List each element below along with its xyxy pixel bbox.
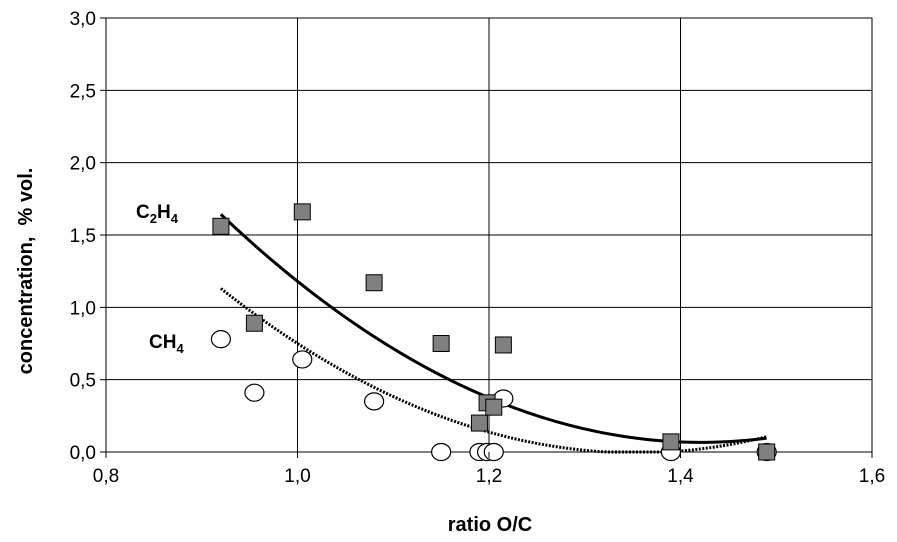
y-tick-labels: 0,0 0,5 1,0 1,5 2,0 2,5 3,0 <box>70 9 106 464</box>
series-label-c2h4: C2H4 <box>136 202 179 226</box>
x-tick-label-3: 1,4 <box>667 466 694 487</box>
grid <box>105 17 873 453</box>
y-tick-label-3: 1,5 <box>70 226 96 247</box>
x-axis-title: ratio O/C <box>448 514 532 536</box>
point-square-3 <box>365 274 383 292</box>
point-circle-0 <box>210 330 231 349</box>
x-tick-label-4: 1,6 <box>859 466 885 487</box>
point-circle-3 <box>364 392 385 411</box>
point-square-8 <box>494 336 512 354</box>
point-square-4 <box>432 335 450 352</box>
trend-line-1 <box>219 287 768 454</box>
y-axis-title: concentration, % vol. <box>15 168 37 375</box>
y-tick-label-0: 0,0 <box>70 443 96 464</box>
point-circle-1 <box>244 383 265 402</box>
point-square-9 <box>662 433 680 451</box>
point-square-1 <box>245 314 263 332</box>
series-label-ch4: CH4 <box>149 332 184 356</box>
point-square-5 <box>470 414 488 432</box>
trend-lines <box>219 213 768 454</box>
y-tick-label-4: 2,0 <box>70 154 96 175</box>
x-tick-label-2: 1,2 <box>476 466 502 487</box>
point-square-7 <box>485 398 503 416</box>
y-tick-label-6: 3,0 <box>70 9 96 30</box>
data-points <box>210 203 777 462</box>
x-tick-label-1: 1,0 <box>284 466 310 487</box>
y-tick-label-2: 1,0 <box>70 298 96 319</box>
x-tick-labels: 0,8 1,0 1,2 1,4 1,6 <box>93 452 885 487</box>
point-circle-2 <box>292 350 313 369</box>
point-square-0 <box>212 217 230 235</box>
point-square-2 <box>293 203 311 221</box>
point-square-10 <box>758 443 776 461</box>
x-tick-label-0: 0,8 <box>93 466 119 487</box>
point-circle-7 <box>483 442 504 462</box>
y-tick-label-5: 2,5 <box>70 81 96 102</box>
point-circle-4 <box>431 442 452 462</box>
y-tick-label-1: 0,5 <box>70 371 96 392</box>
